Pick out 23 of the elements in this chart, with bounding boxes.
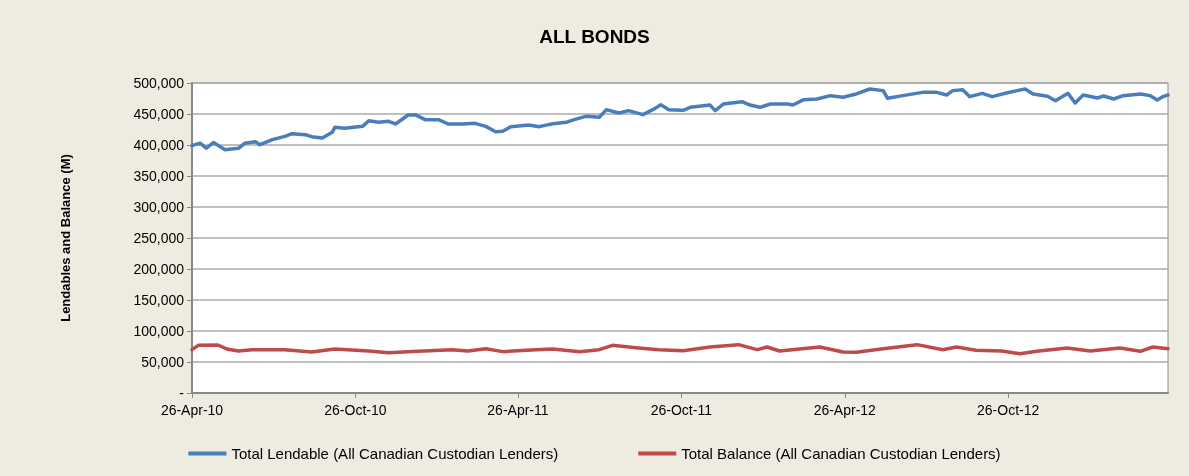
chart-title: ALL BONDS [539, 26, 650, 47]
legend-label: Total Lendable (All Canadian Custodian Lenders) [231, 445, 559, 462]
legend-label: Total Balance (All Canadian Custodian Lenders) [681, 445, 1001, 462]
x-tick-label: 26-Oct-12 [977, 402, 1040, 418]
y-tick-label: 250,000 [133, 230, 185, 246]
y-tick-label: 150,000 [133, 292, 185, 308]
x-tick-label: 26-Apr-10 [160, 402, 224, 418]
x-tick-label: 26-Oct-11 [650, 402, 713, 418]
y-tick-label: 500,000 [133, 75, 185, 91]
y-tick-label: 350,000 [133, 168, 185, 184]
y-tick-label: 50,000 [141, 354, 185, 370]
y-tick-label: 100,000 [133, 323, 185, 339]
y-tick-label: 450,000 [133, 106, 185, 122]
y-tick-label: - [179, 385, 185, 401]
y-tick-label: 200,000 [133, 261, 185, 277]
line-series [190, 342, 1170, 356]
x-tick-label: 26-Apr-12 [813, 402, 877, 418]
x-tick-label: 26-Oct-10 [324, 402, 387, 418]
line-series [190, 87, 1170, 152]
y-axis-title: Lendables and Balance (M) [58, 154, 73, 322]
y-tick-label: 400,000 [133, 137, 185, 153]
x-tick-label: 26-Apr-11 [487, 402, 549, 418]
y-tick-label: 300,000 [133, 199, 185, 215]
